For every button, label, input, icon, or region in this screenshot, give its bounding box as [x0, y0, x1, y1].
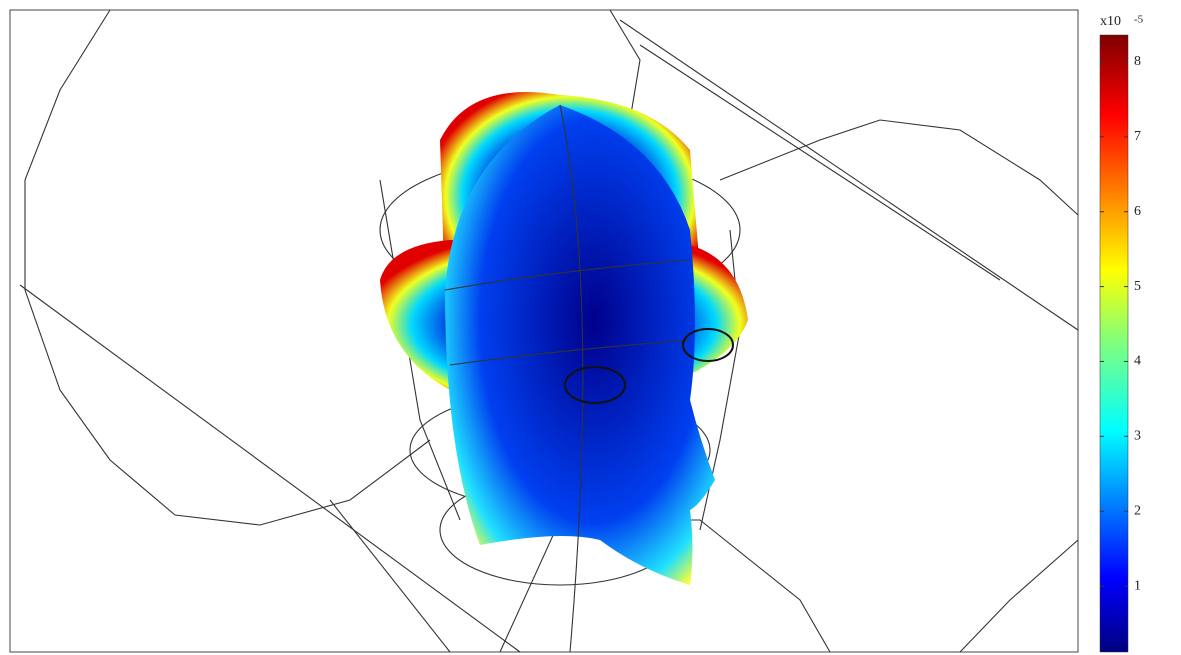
wireframe: [19, 9, 1079, 653]
head-slices: [380, 92, 748, 653]
colorbar-tick-label: 7: [1134, 129, 1141, 144]
colorbar-tick-label: 6: [1134, 204, 1141, 219]
colorbar-exponent: -5: [1134, 14, 1144, 26]
colorbar-tick-label: 2: [1134, 503, 1141, 518]
colorbar-tick-label: 1: [1134, 578, 1141, 593]
colorbar-tick-label: 5: [1134, 279, 1141, 294]
colorbar: [1099, 34, 1129, 653]
colorbar-tick-label: 4: [1134, 354, 1141, 369]
colorbar-label: x10: [1100, 14, 1121, 29]
colorbar-tick-label: 8: [1134, 54, 1141, 69]
colorbar-tick-label: 3: [1134, 429, 1141, 444]
